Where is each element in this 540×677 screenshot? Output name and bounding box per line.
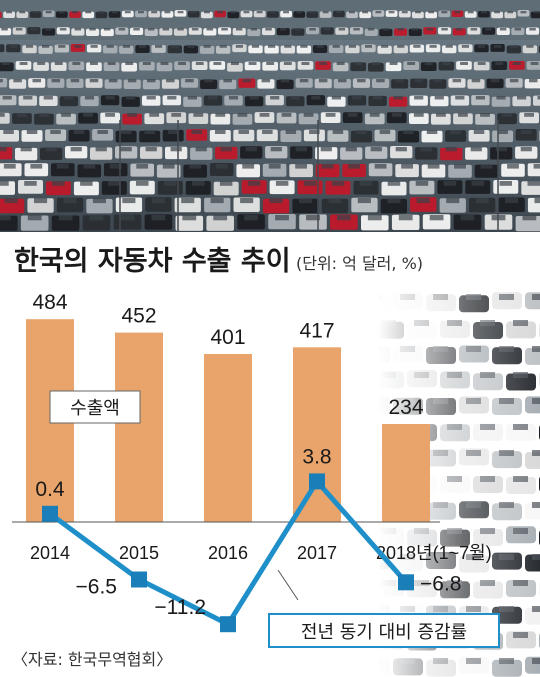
growth-rate-marker xyxy=(309,473,325,490)
growth-rate-label: 0.4 xyxy=(35,478,65,501)
line-legend: 전년 동기 대비 증감률 xyxy=(268,569,500,648)
export-value-label: 417 xyxy=(299,319,334,342)
export-bar-2018 xyxy=(382,424,430,522)
bar-legend-box xyxy=(49,390,141,424)
category-label: 2016 xyxy=(208,543,248,563)
growth-rate-marker xyxy=(220,616,236,633)
category-label: 2014 xyxy=(30,543,70,563)
unit-label: (단위: 억 달러, %) xyxy=(296,254,423,273)
growth-rate-label: −6.8 xyxy=(420,572,461,595)
parking-lot-photo xyxy=(0,0,540,232)
bar-legend: 수출액 xyxy=(49,390,141,424)
growth-rate-marker xyxy=(398,574,414,591)
chart-title: 한국의 자동차 수출 추이 xyxy=(14,246,291,277)
export-bar-2015 xyxy=(115,332,163,522)
line-legend-box xyxy=(268,613,500,648)
growth-rate-marker xyxy=(42,505,58,522)
source-note: 〈자료: 한국무역협회〉 xyxy=(12,650,172,669)
export-value-label: 234 xyxy=(388,396,423,419)
export-value-label: 452 xyxy=(121,305,156,328)
growth-rate-label: −11.2 xyxy=(154,596,206,619)
category-label: 2015 xyxy=(119,543,159,563)
export-value-label: 484 xyxy=(32,291,67,314)
category-label: 2017 xyxy=(297,543,337,563)
line-legend-leader xyxy=(277,569,299,601)
export-bar-2016 xyxy=(204,354,252,522)
chart-background xyxy=(0,232,540,677)
bar-legend-label: 수출액 xyxy=(70,398,120,419)
category-label: 2018년(1~7월) xyxy=(376,543,492,563)
export-value-label: 401 xyxy=(210,326,245,349)
growth-rate-label: −6.5 xyxy=(76,576,117,599)
line-legend-label: 전년 동기 대비 증감률 xyxy=(301,622,467,643)
export-bar-2017 xyxy=(293,347,341,522)
growth-rate-label: 3.8 xyxy=(302,445,331,468)
growth-rate-marker xyxy=(131,571,147,588)
